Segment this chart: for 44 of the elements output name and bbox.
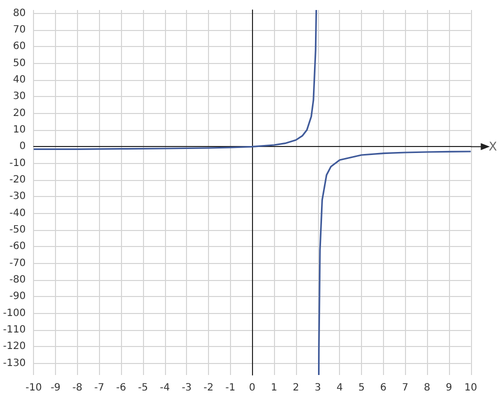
y-tick-label: -40 — [9, 208, 26, 219]
y-tick-label: -30 — [9, 191, 26, 202]
y-tick-label: -100 — [2, 308, 26, 319]
y-tick-label: 20 — [12, 108, 26, 119]
x-tick-label: 5 — [358, 382, 365, 394]
y-tick-label: -130 — [2, 358, 26, 369]
y-tick-label: 10 — [12, 124, 26, 136]
y-tick-label: -110 — [2, 324, 26, 336]
x-tick-label: 6 — [380, 382, 387, 394]
y-tick-label: -120 — [2, 341, 26, 352]
y-tick-label: 40 — [12, 74, 26, 86]
x-tick-label: 2 — [292, 382, 300, 394]
x-axis-title: X — [488, 140, 498, 154]
x-tick-label: 3 — [314, 382, 321, 394]
x-tick-label: 0 — [249, 382, 256, 394]
y-tick-label: -20 — [9, 174, 26, 186]
y-tick-label: 60 — [12, 41, 26, 52]
x-tick-label: 7 — [402, 382, 408, 394]
x-tick-label: -7 — [94, 382, 104, 394]
x-tick-label: 9 — [446, 382, 452, 394]
x-tick-label: -3 — [182, 382, 192, 394]
y-tick-label: -60 — [9, 241, 26, 252]
y-tick-label: 70 — [12, 24, 26, 36]
y-tick-label: 50 — [12, 58, 26, 69]
y-tick-label: 0 — [19, 141, 26, 152]
y-tick-label: -80 — [9, 274, 26, 286]
y-tick-label: 30 — [12, 91, 26, 102]
x-tick-label: -9 — [50, 382, 61, 394]
y-tick-label: -90 — [9, 291, 26, 302]
x-tick-label: -6 — [116, 382, 126, 394]
x-tick-label: 4 — [336, 382, 343, 394]
x-tick-label: -4 — [160, 382, 170, 394]
x-tick-label: 10 — [464, 382, 478, 394]
y-tick-label: -10 — [9, 158, 26, 169]
x-tick-label: 8 — [424, 382, 430, 394]
y-tick-label: 80 — [12, 8, 26, 19]
x-tick-label: -2 — [204, 382, 214, 394]
x-tick-label: -8 — [72, 382, 82, 394]
x-tick-label: -5 — [138, 382, 148, 394]
y-tick-label: -70 — [9, 258, 26, 269]
x-tick-label: -1 — [225, 382, 236, 394]
x-tick-label: 1 — [270, 382, 278, 394]
x-tick-label: -10 — [26, 382, 42, 394]
y-tick-label: -50 — [9, 224, 26, 236]
